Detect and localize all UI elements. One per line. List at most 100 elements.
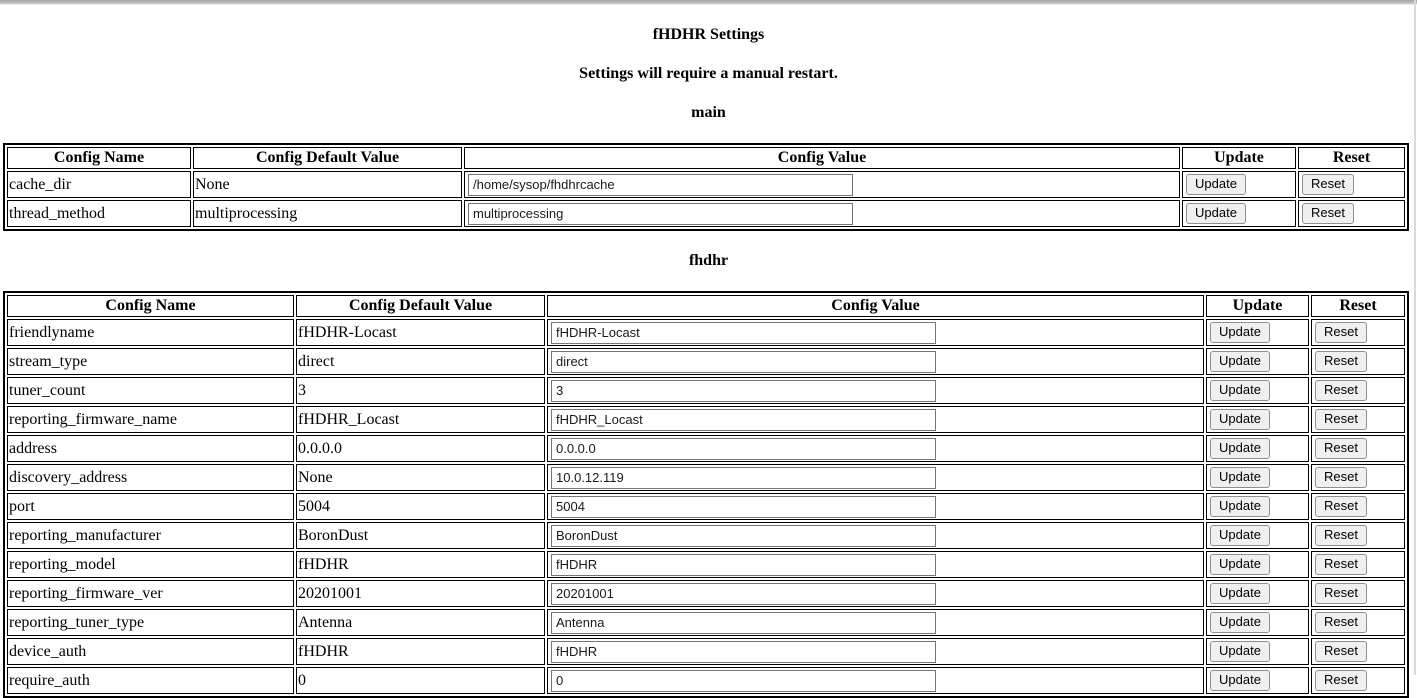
config-default-text: fHDHR-Locast <box>298 323 397 341</box>
config-value-input[interactable] <box>468 173 853 196</box>
update-button[interactable]: Update <box>1186 203 1246 224</box>
reset-button[interactable]: Reset <box>1315 496 1367 517</box>
config-default-text: 3 <box>298 381 306 399</box>
config-name-cell: reporting_model <box>7 551 294 578</box>
config-default-text: None <box>195 175 230 193</box>
col-header-config-name: Config Name <box>7 295 294 317</box>
update-button[interactable]: Update <box>1210 583 1270 604</box>
config-value-input[interactable] <box>551 553 936 576</box>
config-value-input[interactable] <box>551 408 936 431</box>
reset-button[interactable]: Reset <box>1315 438 1367 459</box>
update-cell: Update <box>1182 171 1296 198</box>
update-button[interactable]: Update <box>1210 612 1270 633</box>
reset-cell: Reset <box>1311 493 1405 520</box>
reset-cell: Reset <box>1311 522 1405 549</box>
config-value-cell <box>547 464 1204 491</box>
update-button[interactable]: Update <box>1210 525 1270 546</box>
config-default-text: fHDHR <box>298 642 349 660</box>
reset-cell: Reset <box>1311 667 1405 694</box>
config-row: stream_type direct Update Reset <box>7 348 1405 375</box>
config-name-cell: reporting_firmware_name <box>7 406 294 433</box>
reset-button[interactable]: Reset <box>1315 612 1367 633</box>
config-value-cell <box>547 609 1204 636</box>
update-button[interactable]: Update <box>1210 641 1270 662</box>
update-cell: Update <box>1206 493 1309 520</box>
reset-button[interactable]: Reset <box>1315 670 1367 691</box>
config-default-text: direct <box>298 352 335 370</box>
config-name-cell: address <box>7 435 294 462</box>
config-name-cell: reporting_firmware_ver <box>7 580 294 607</box>
reset-cell: Reset <box>1311 406 1405 433</box>
config-row: tuner_count 3 Update Reset <box>7 377 1405 404</box>
config-value-input[interactable] <box>551 495 936 518</box>
reset-button[interactable]: Reset <box>1315 641 1367 662</box>
reset-button[interactable]: Reset <box>1315 351 1367 372</box>
config-name-cell: tuner_count <box>7 377 294 404</box>
reset-cell: Reset <box>1311 377 1405 404</box>
config-value-cell <box>547 406 1204 433</box>
config-name-cell: cache_dir <box>7 171 191 198</box>
update-button[interactable]: Update <box>1186 174 1246 195</box>
reset-button[interactable]: Reset <box>1315 554 1367 575</box>
config-default-text: 0 <box>298 671 306 689</box>
update-button[interactable]: Update <box>1210 496 1270 517</box>
config-value-input[interactable] <box>551 437 936 460</box>
update-button[interactable]: Update <box>1210 322 1270 343</box>
config-default-text: 5004 <box>298 497 330 515</box>
config-value-input[interactable] <box>551 350 936 373</box>
config-value-input[interactable] <box>551 640 936 663</box>
config-value-cell <box>464 200 1180 227</box>
config-name-cell: reporting_manufacturer <box>7 522 294 549</box>
update-cell: Update <box>1206 377 1309 404</box>
config-value-cell <box>547 667 1204 694</box>
reset-button[interactable]: Reset <box>1315 409 1367 430</box>
reset-button[interactable]: Reset <box>1315 467 1367 488</box>
config-name-text: device_auth <box>9 642 87 660</box>
update-button[interactable]: Update <box>1210 438 1270 459</box>
config-default-cell: Antenna <box>296 609 545 636</box>
reset-button[interactable]: Reset <box>1315 525 1367 546</box>
update-button[interactable]: Update <box>1210 380 1270 401</box>
update-cell: Update <box>1206 464 1309 491</box>
update-button[interactable]: Update <box>1210 409 1270 430</box>
config-name-cell: port <box>7 493 294 520</box>
table-header-fhdhr: Config Name Config Default Value Config … <box>7 295 1405 317</box>
reset-cell: Reset <box>1298 171 1405 198</box>
update-button[interactable]: Update <box>1210 351 1270 372</box>
config-row: reporting_tuner_type Antenna Update Rese… <box>7 609 1405 636</box>
update-cell: Update <box>1206 435 1309 462</box>
restart-notice: Settings will require a manual restart. <box>579 65 838 82</box>
table-header-main: Config Name Config Default Value Config … <box>7 147 1405 169</box>
reset-button[interactable]: Reset <box>1315 583 1367 604</box>
config-value-cell <box>547 348 1204 375</box>
config-value-input[interactable] <box>551 321 936 344</box>
config-value-input[interactable] <box>551 611 936 634</box>
config-name-cell: require_auth <box>7 667 294 694</box>
update-button[interactable]: Update <box>1210 467 1270 488</box>
config-name-cell: discovery_address <box>7 464 294 491</box>
config-value-input[interactable] <box>551 379 936 402</box>
reset-button[interactable]: Reset <box>1315 322 1367 343</box>
config-name-text: reporting_firmware_name <box>9 410 177 428</box>
config-value-cell <box>547 522 1204 549</box>
config-default-cell: multiprocessing <box>193 200 462 227</box>
config-default-cell: fHDHR <box>296 551 545 578</box>
config-value-input[interactable] <box>551 466 936 489</box>
reset-button[interactable]: Reset <box>1302 203 1354 224</box>
reset-cell: Reset <box>1311 435 1405 462</box>
reset-button[interactable]: Reset <box>1302 174 1354 195</box>
reset-cell: Reset <box>1311 638 1405 665</box>
config-default-text: fHDHR_Locast <box>298 410 400 428</box>
update-cell: Update <box>1206 580 1309 607</box>
update-cell: Update <box>1206 348 1309 375</box>
config-row: reporting_manufacturer BoronDust Update … <box>7 522 1405 549</box>
update-button[interactable]: Update <box>1210 670 1270 691</box>
config-value-input[interactable] <box>551 582 936 605</box>
update-button[interactable]: Update <box>1210 554 1270 575</box>
update-cell: Update <box>1206 638 1309 665</box>
config-value-input[interactable] <box>468 202 853 225</box>
reset-button[interactable]: Reset <box>1315 380 1367 401</box>
config-value-input[interactable] <box>551 669 936 692</box>
config-row: reporting_model fHDHR Update Reset <box>7 551 1405 578</box>
config-value-input[interactable] <box>551 524 936 547</box>
